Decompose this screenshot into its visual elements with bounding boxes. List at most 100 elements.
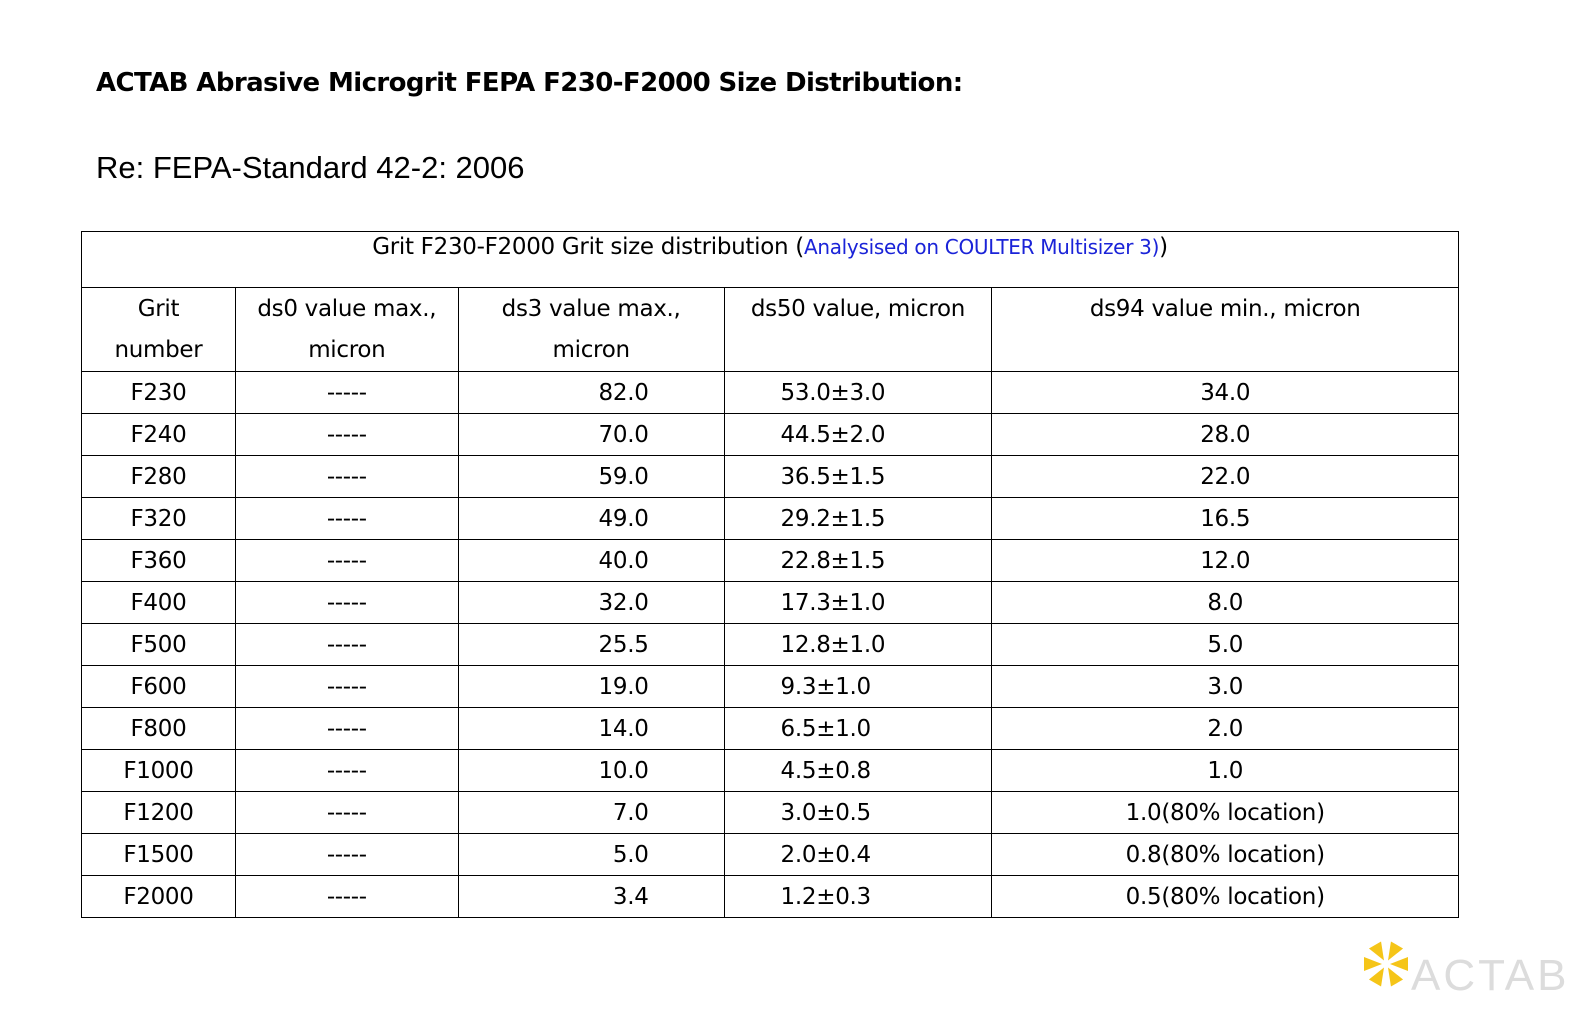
header-ds3: ds3 value max., micron xyxy=(457,287,725,372)
cell-grit-number: F1200 xyxy=(81,791,236,834)
cell-ds94: 2.0 xyxy=(991,707,1459,750)
cell-ds0: ----- xyxy=(234,791,459,834)
logo-petal xyxy=(1368,941,1384,961)
logo-petal xyxy=(1368,967,1384,987)
cell-ds50: 12.8±1.0 xyxy=(723,623,993,666)
header-line: number xyxy=(114,337,203,363)
header-ds0: ds0 value max., micron xyxy=(234,287,459,372)
cell-ds0: ----- xyxy=(234,665,459,708)
cell-grit-number: F360 xyxy=(81,539,236,582)
table-caption: Grit F230-F2000 Grit size distribution (… xyxy=(81,231,1459,288)
table-row: F360 ----- 40.0 22.8±1.5 12.0 xyxy=(81,539,1459,582)
cell-grit-number: F280 xyxy=(81,455,236,498)
cell-ds0: ----- xyxy=(234,623,459,666)
cell-grit-number: F400 xyxy=(81,581,236,624)
table-row: F2000 ----- 3.4 1.2±0.3 0.5(80% location) xyxy=(81,875,1459,918)
cell-ds3: 5.0 xyxy=(457,833,725,876)
cell-ds94: 0.8(80% location) xyxy=(991,833,1459,876)
cell-ds3: 40.0 xyxy=(457,539,725,582)
cell-ds94: 8.0 xyxy=(991,581,1459,624)
cell-ds50: 9.3±1.0 xyxy=(723,665,993,708)
cell-ds0: ----- xyxy=(234,497,459,540)
cell-ds3: 19.0 xyxy=(457,665,725,708)
cell-ds94: 1.0 xyxy=(991,749,1459,792)
cell-ds50: 2.0±0.4 xyxy=(723,833,993,876)
cell-ds0: ----- xyxy=(234,875,459,918)
cell-ds3: 70.0 xyxy=(457,413,725,456)
cell-ds94: 28.0 xyxy=(991,413,1459,456)
document-subtitle: Re: FEPA-Standard 42-2: 2006 xyxy=(96,150,525,185)
cell-grit-number: F600 xyxy=(81,665,236,708)
header-line: ds3 value max., xyxy=(501,296,681,322)
table-caption-row: Grit F230-F2000 Grit size distribution (… xyxy=(81,231,1459,288)
cell-ds94: 3.0 xyxy=(991,665,1459,708)
cell-ds3: 10.0 xyxy=(457,749,725,792)
cell-ds3: 14.0 xyxy=(457,707,725,750)
caption-close: ) xyxy=(1159,234,1168,260)
cell-ds50: 1.2±0.3 xyxy=(723,875,993,918)
logo-petal xyxy=(1364,957,1382,971)
cell-ds94: 0.5(80% location) xyxy=(991,875,1459,918)
cell-ds0: ----- xyxy=(234,833,459,876)
cell-ds3: 25.5 xyxy=(457,623,725,666)
cell-ds50: 3.0±0.5 xyxy=(723,791,993,834)
cell-ds3: 82.0 xyxy=(457,371,725,414)
cell-grit-number: F230 xyxy=(81,371,236,414)
table-row: F1000 ----- 10.0 4.5±0.8 1.0 xyxy=(81,749,1459,792)
cell-grit-number: F500 xyxy=(81,623,236,666)
table-row: F320 ----- 49.0 29.2±1.5 16.5 xyxy=(81,497,1459,540)
table-row: F1200 ----- 7.0 3.0±0.5 1.0(80% location) xyxy=(81,791,1459,834)
cell-ds0: ----- xyxy=(234,707,459,750)
cell-ds94: 1.0(80% location) xyxy=(991,791,1459,834)
logo-petal xyxy=(1390,957,1408,971)
header-line: Grit xyxy=(137,296,180,322)
cell-ds0: ----- xyxy=(234,455,459,498)
cell-ds3: 59.0 xyxy=(457,455,725,498)
cell-ds50: 4.5±0.8 xyxy=(723,749,993,792)
header-grit-number: Grit number xyxy=(81,287,236,372)
cell-ds0: ----- xyxy=(234,539,459,582)
header-line: ds50 value, micron xyxy=(750,296,966,322)
cell-grit-number: F240 xyxy=(81,413,236,456)
cell-ds94: 22.0 xyxy=(991,455,1459,498)
cell-grit-number: F1500 xyxy=(81,833,236,876)
cell-ds94: 5.0 xyxy=(991,623,1459,666)
cell-ds0: ----- xyxy=(234,749,459,792)
cell-ds0: ----- xyxy=(234,413,459,456)
cell-grit-number: F1000 xyxy=(81,749,236,792)
logo-petal xyxy=(1388,967,1404,987)
cell-ds3: 7.0 xyxy=(457,791,725,834)
header-line: micron xyxy=(552,337,631,363)
header-ds94: ds94 value min., micron xyxy=(991,287,1459,372)
cell-ds3: 3.4 xyxy=(457,875,725,918)
header-line: ds94 value min., micron xyxy=(1089,296,1361,322)
table-body: F230 ----- 82.0 53.0±3.0 34.0 F240 ----- 70.0 44… xyxy=(81,371,1459,918)
header-line: ds0 value max., xyxy=(257,296,437,322)
document-title: ACTAB Abrasive Microgrit FEPA F230-F2000… xyxy=(96,68,963,98)
cell-ds50: 36.5±1.5 xyxy=(723,455,993,498)
cell-ds50: 6.5±1.0 xyxy=(723,707,993,750)
table-header-row: Grit number ds0 value max., micron ds3 v… xyxy=(81,287,1459,372)
cell-grit-number: F320 xyxy=(81,497,236,540)
grit-size-table: Grit F230-F2000 Grit size distribution (… xyxy=(81,231,1459,918)
logo-text: ACTAB xyxy=(1411,951,1569,1000)
caption-text: Grit F230-F2000 Grit size distribution ( xyxy=(372,234,804,260)
cell-ds94: 34.0 xyxy=(991,371,1459,414)
table-row: F600 ----- 19.0 9.3±1.0 3.0 xyxy=(81,665,1459,708)
table-row: F230 ----- 82.0 53.0±3.0 34.0 xyxy=(81,371,1459,414)
cell-ds94: 12.0 xyxy=(991,539,1459,582)
table-row: F280 ----- 59.0 36.5±1.5 22.0 xyxy=(81,455,1459,498)
cell-ds0: ----- xyxy=(234,581,459,624)
cell-grit-number: F800 xyxy=(81,707,236,750)
table-row: F240 ----- 70.0 44.5±2.0 28.0 xyxy=(81,413,1459,456)
cell-ds50: 22.8±1.5 xyxy=(723,539,993,582)
table-row: F1500 ----- 5.0 2.0±0.4 0.8(80% location) xyxy=(81,833,1459,876)
header-ds50: ds50 value, micron xyxy=(723,287,993,372)
actab-star-logo-icon: ACTAB xyxy=(1364,941,1569,1000)
actab-logo: ACTAB xyxy=(1361,940,1587,1004)
cell-grit-number: F2000 xyxy=(81,875,236,918)
table-row: F800 ----- 14.0 6.5±1.0 2.0 xyxy=(81,707,1459,750)
cell-ds3: 32.0 xyxy=(457,581,725,624)
table-row: F400 ----- 32.0 17.3±1.0 8.0 xyxy=(81,581,1459,624)
cell-ds50: 17.3±1.0 xyxy=(723,581,993,624)
